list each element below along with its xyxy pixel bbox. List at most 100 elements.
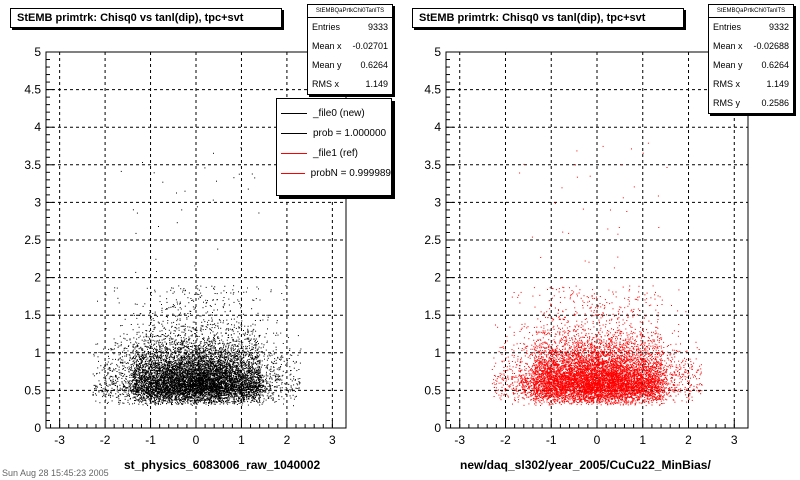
data-point [211, 380, 213, 382]
data-point [225, 385, 227, 387]
data-point [214, 395, 216, 397]
data-point [171, 381, 173, 383]
data-point [210, 379, 212, 381]
data-point [255, 363, 257, 364]
data-point [242, 394, 244, 396]
data-point [258, 389, 260, 390]
data-point [142, 394, 144, 396]
data-point [149, 369, 151, 371]
data-point [176, 399, 178, 401]
data-point [211, 384, 213, 386]
data-point [214, 390, 216, 392]
data-point [143, 364, 145, 366]
data-point [177, 376, 179, 378]
data-point [208, 345, 210, 346]
data-point [158, 383, 160, 385]
data-point [254, 362, 256, 364]
data-point [220, 385, 222, 387]
data-point [164, 347, 166, 349]
data-point [166, 389, 168, 391]
data-point [252, 385, 254, 387]
data-point [172, 358, 174, 360]
data-point [266, 368, 268, 370]
data-point [173, 291, 175, 293]
data-point [135, 399, 137, 401]
data-point [197, 402, 199, 403]
data-point [151, 368, 153, 369]
data-point [228, 373, 230, 375]
data-point [136, 338, 138, 340]
data-point [193, 380, 195, 382]
data-point [241, 398, 242, 400]
data-point [214, 286, 216, 288]
data-point [156, 362, 158, 364]
data-point [193, 391, 195, 393]
data-point [174, 402, 176, 404]
data-point [253, 370, 255, 372]
data-point [247, 338, 249, 340]
data-point [123, 393, 125, 395]
data-point [255, 397, 256, 398]
data-point [216, 392, 218, 394]
data-point [182, 359, 184, 361]
data-point [188, 350, 190, 352]
data-point [205, 312, 207, 314]
data-point [216, 374, 218, 376]
data-point [149, 383, 151, 385]
data-point [293, 384, 295, 386]
data-point [104, 374, 106, 376]
data-point [172, 384, 174, 386]
data-point [138, 381, 140, 383]
data-point [213, 387, 215, 389]
data-point [200, 390, 202, 392]
data-point [217, 322, 219, 324]
data-point [202, 360, 204, 362]
data-point [251, 386, 253, 388]
data-point [148, 394, 150, 396]
data-point [220, 376, 221, 378]
data-point [232, 293, 234, 295]
data-point [196, 364, 198, 366]
data-point [167, 385, 169, 387]
data-point [270, 366, 272, 368]
data-point [234, 394, 236, 396]
data-point [165, 373, 167, 375]
data-point [139, 397, 141, 399]
data-point [167, 369, 169, 371]
data-point [255, 367, 257, 369]
data-point [239, 396, 241, 398]
data-point [181, 402, 183, 404]
data-point [239, 365, 241, 367]
data-point [181, 342, 183, 344]
data-point [192, 401, 194, 403]
data-point [258, 393, 260, 395]
data-point [227, 371, 229, 373]
data-point [187, 326, 189, 328]
data-point [159, 398, 161, 400]
data-point [194, 380, 196, 382]
data-point [206, 361, 207, 363]
data-point [206, 327, 208, 329]
data-point [93, 384, 95, 386]
data-point [174, 365, 176, 366]
data-point [207, 397, 209, 399]
data-point [143, 379, 145, 381]
data-point [241, 320, 243, 322]
data-point [216, 393, 218, 395]
data-point [153, 354, 155, 355]
data-point [251, 378, 252, 380]
data-point [299, 350, 301, 352]
data-point [97, 367, 99, 369]
data-point [201, 370, 203, 372]
data-point [165, 381, 167, 383]
data-point [147, 340, 149, 342]
data-point [182, 289, 184, 291]
data-point [159, 374, 161, 376]
data-point [162, 325, 164, 327]
data-point [227, 391, 229, 393]
data-point [245, 378, 247, 380]
data-point [152, 382, 154, 384]
data-point [214, 356, 216, 358]
data-point [217, 353, 219, 355]
data-point [249, 386, 251, 388]
